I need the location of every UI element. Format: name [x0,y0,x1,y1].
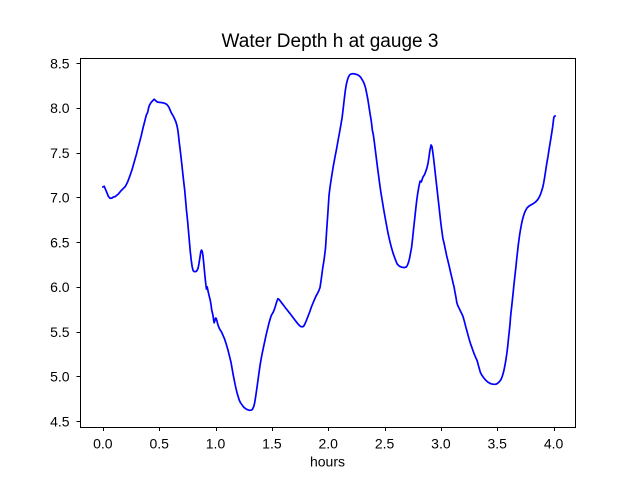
svg-text:1.0: 1.0 [206,435,226,451]
svg-text:2.5: 2.5 [375,435,395,451]
svg-text:5.5: 5.5 [50,324,70,340]
svg-text:1.5: 1.5 [262,435,282,451]
svg-text:6.0: 6.0 [50,279,70,295]
svg-text:6.5: 6.5 [50,234,70,250]
svg-text:4.0: 4.0 [544,435,564,451]
svg-text:8.0: 8.0 [50,100,70,116]
svg-text:4.5: 4.5 [50,413,70,429]
svg-text:7.5: 7.5 [50,145,70,161]
svg-text:0.0: 0.0 [93,435,113,451]
svg-text:hours: hours [310,453,345,469]
svg-text:Water Depth h at gauge 3: Water Depth h at gauge 3 [222,31,439,52]
svg-text:3.5: 3.5 [487,435,507,451]
svg-text:2.0: 2.0 [318,435,338,451]
svg-text:3.0: 3.0 [431,435,451,451]
svg-text:0.5: 0.5 [149,435,169,451]
svg-text:7.0: 7.0 [50,190,70,206]
svg-text:5.0: 5.0 [50,369,70,385]
svg-text:8.5: 8.5 [50,55,70,71]
